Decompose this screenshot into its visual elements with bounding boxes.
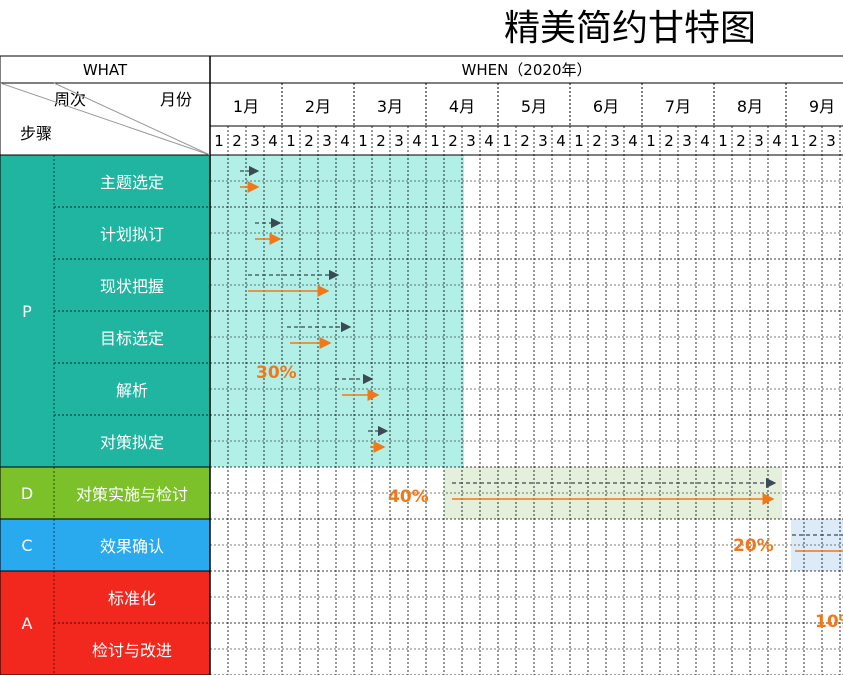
phase-code-cell xyxy=(0,571,54,675)
week-number: 1 xyxy=(502,131,512,150)
week-number: 2 xyxy=(232,131,242,150)
task-label: 解析 xyxy=(115,381,148,400)
week-number: 4 xyxy=(700,131,710,150)
chart-title: 精美简约甘特图 xyxy=(503,8,756,49)
percent-label: 40% xyxy=(388,487,429,507)
week-number: 1 xyxy=(790,131,800,150)
month-header: 5月 xyxy=(520,96,548,116)
phase-code-cell xyxy=(0,467,54,519)
phase-code: P xyxy=(22,301,32,321)
week-number: 3 xyxy=(682,131,692,150)
month-header: 3月 xyxy=(376,96,404,116)
phase-code-cell xyxy=(0,155,54,467)
week-number: 3 xyxy=(826,131,836,150)
task-label: 效果确认 xyxy=(99,537,164,556)
task-label: 目标选定 xyxy=(99,329,164,348)
when-header: WHEN（2020年） xyxy=(461,61,592,79)
task-label: 对策实施与检讨 xyxy=(75,485,188,504)
month-header: 9月 xyxy=(808,96,836,116)
week-number: 1 xyxy=(286,131,296,150)
task-label: 检讨与改进 xyxy=(91,641,172,660)
phase-task-block xyxy=(54,467,210,519)
percent-label: 20% xyxy=(733,536,774,556)
week-number: 2 xyxy=(664,131,674,150)
week-number: 1 xyxy=(646,131,656,150)
week-number: 4 xyxy=(340,131,350,150)
phase-code-cell xyxy=(0,519,54,571)
week-number: 3 xyxy=(250,131,260,150)
month-header: 2月 xyxy=(304,96,332,116)
task-label: 现状把握 xyxy=(99,277,164,296)
task-label: 标准化 xyxy=(107,589,156,608)
week-number: 1 xyxy=(214,131,224,150)
week-number: 2 xyxy=(736,131,746,150)
what-header: WHAT xyxy=(82,60,128,79)
month-header: 1月 xyxy=(232,96,260,116)
percent-label: 10% xyxy=(815,612,843,632)
week-number: 4 xyxy=(268,131,278,150)
phase-code: D xyxy=(20,483,34,503)
week-number: 4 xyxy=(484,131,494,150)
d-phase-band xyxy=(444,467,782,519)
week-number: 1 xyxy=(430,131,440,150)
phase-task-block xyxy=(54,519,210,571)
task-label: 对策拟定 xyxy=(99,433,164,452)
week-number: 2 xyxy=(592,131,602,150)
week-number: 3 xyxy=(466,131,476,150)
week-number: 3 xyxy=(610,131,620,150)
week-number: 1 xyxy=(358,131,368,150)
header-diagonal xyxy=(53,82,211,156)
p-phase-band xyxy=(210,155,464,467)
week-number: 4 xyxy=(772,131,782,150)
week-number: 4 xyxy=(556,131,566,150)
month-header: 7月 xyxy=(664,96,692,116)
week-number: 2 xyxy=(304,131,314,150)
week-number: 4 xyxy=(628,131,638,150)
month-header: 8月 xyxy=(736,96,764,116)
month-header: 4月 xyxy=(448,96,476,116)
phase-code: C xyxy=(21,535,33,555)
week-number: 1 xyxy=(574,131,584,150)
week-number: 3 xyxy=(394,131,404,150)
week-number: 2 xyxy=(520,131,530,150)
step-label: 步骤 xyxy=(20,124,53,143)
percent-label: 30% xyxy=(256,363,297,383)
week-number: 4 xyxy=(412,131,422,150)
task-label: 主题选定 xyxy=(99,173,164,192)
week-number: 1 xyxy=(718,131,728,150)
week-number: 2 xyxy=(808,131,818,150)
phase-code: A xyxy=(21,613,33,633)
week-number: 3 xyxy=(322,131,332,150)
task-label: 计划拟订 xyxy=(99,225,164,244)
week-number: 2 xyxy=(448,131,458,150)
week-number: 3 xyxy=(754,131,764,150)
week-number: 3 xyxy=(538,131,548,150)
week-number: 2 xyxy=(376,131,386,150)
month-label: 月份 xyxy=(160,90,193,109)
header-diagonal xyxy=(0,82,211,156)
month-header: 6月 xyxy=(592,96,620,116)
